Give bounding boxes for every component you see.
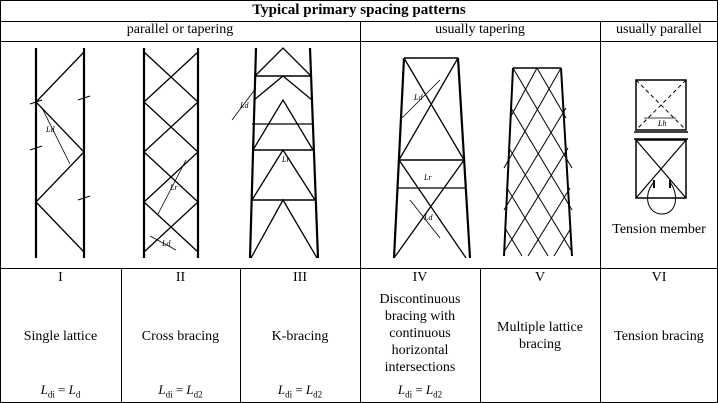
pattern-name-tension-bracing: Tension bracing xyxy=(614,329,704,344)
pattern-name-cross-bracing: Cross bracing xyxy=(141,329,220,344)
ld2-label-iv: Ld xyxy=(423,213,433,222)
tension-bracing-drawing: Lh xyxy=(634,79,688,215)
group-label-usually-parallel: usually parallel xyxy=(616,22,702,37)
formula-ii-lhs: L xyxy=(158,382,166,397)
formula-iii-rhs-sub: d2 xyxy=(313,389,323,400)
cross-bracing-drawing: Lr Ld xyxy=(142,48,200,258)
ld-label: Ld xyxy=(45,125,55,134)
ld2-label-ii: Ld xyxy=(161,239,171,248)
formula-i-rhs-sub: d xyxy=(75,389,81,400)
formula-ii-rhs: L xyxy=(186,382,194,397)
formula-iv: Ldi = Ld2 xyxy=(397,382,443,400)
formula-ii: Ldi = Ld2 xyxy=(158,382,203,400)
pattern-name-multiple-lattice: Multiple lattice bracing xyxy=(497,320,583,352)
formula-iv-lhs: L xyxy=(397,382,406,397)
formula-iii-rhs: L xyxy=(305,382,314,397)
ld-label-iii: Ld xyxy=(239,101,249,110)
formula-ii-lhs-sub: di xyxy=(165,389,173,400)
lr-label: Lr xyxy=(169,183,178,192)
formula-iv-rhs: L xyxy=(425,382,434,397)
k-bracing-drawing: Ld Lr xyxy=(231,47,320,259)
multiple-lattice-drawing xyxy=(503,67,573,257)
formula-iv-rhs-sub: d2 xyxy=(433,389,443,400)
roman-numeral-iv: IV xyxy=(412,270,428,285)
discontinuous-bracing-drawing: Ld Lr Ld xyxy=(392,57,472,259)
pattern-name-discontinuous-bracing: Discontinuous bracing with continuous ho… xyxy=(379,292,461,375)
roman-numeral-ii: II xyxy=(175,270,186,285)
formula-i-lhs-sub: di xyxy=(47,389,55,400)
lr-label-iv: Lr xyxy=(423,173,432,182)
group-label-usually-tapering: usually tapering xyxy=(435,22,525,37)
group-label-parallel-or-tapering: parallel or tapering xyxy=(126,22,234,37)
pattern-name-k-bracing: K-bracing xyxy=(271,329,329,344)
lr-label-iii: Lr xyxy=(281,155,290,164)
formula-iv-lhs-sub: di xyxy=(405,389,413,400)
lh-label: Lh xyxy=(657,119,666,128)
formula-iii-lhs-sub: di xyxy=(285,389,293,400)
tension-member-label: Tension member xyxy=(612,222,706,237)
formula-iii-lhs: L xyxy=(277,382,286,397)
formula-i: Ldi = Ld xyxy=(40,382,81,400)
ld-label-iv: Ld xyxy=(413,93,423,102)
single-lattice-drawing: Ld xyxy=(29,48,91,258)
formula-i-lhs: L xyxy=(40,382,48,397)
figure-title: Typical primary spacing patterns xyxy=(252,2,466,18)
pattern-name-single-lattice: Single lattice xyxy=(23,329,98,344)
formula-i-rhs: L xyxy=(68,382,76,397)
formula-ii-rhs-sub: d2 xyxy=(193,389,203,400)
roman-numeral-iii: III xyxy=(293,270,307,285)
formula-iii: Ldi = Ld2 xyxy=(277,382,323,400)
roman-numeral-v: V xyxy=(534,270,546,285)
roman-numeral-i: I xyxy=(58,270,63,285)
roman-numeral-vi: VI xyxy=(651,270,667,285)
